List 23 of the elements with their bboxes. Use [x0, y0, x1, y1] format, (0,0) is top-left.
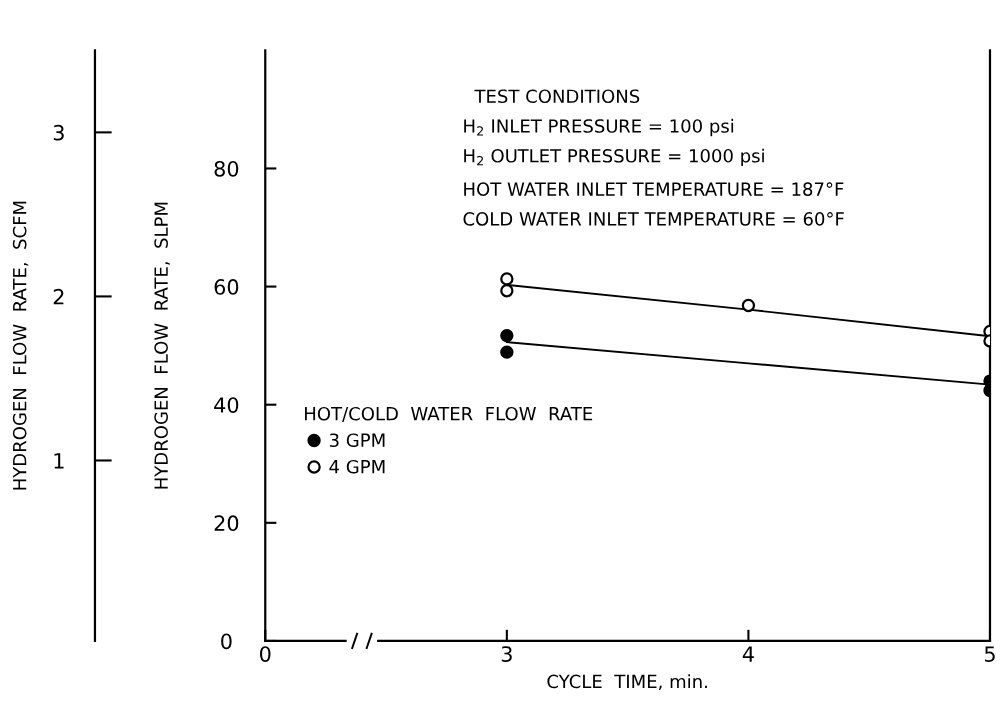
annotation: H$_{2}$ OUTLET PRESSURE = 1000 psi — [464, 148, 764, 167]
y2-tick-label: 2 — [53, 288, 64, 305]
annotation: H$_{2}$ INLET PRESSURE = 100 psi — [464, 118, 734, 137]
y-axis-title: HYDROGEN FLOW RATE, SLPM — [154, 202, 170, 489]
x-tick-label: 3 — [501, 646, 512, 662]
legend-label: 4 GPM — [329, 459, 385, 474]
y2-tick-label: 1 — [54, 453, 64, 469]
y-tick-label: 20 — [214, 515, 239, 532]
x-tick-label: 4 — [742, 646, 754, 662]
y-tick-label: 40 — [214, 397, 239, 413]
legend-title: HOT/COLD WATER FLOW RATE — [305, 406, 593, 422]
y-tick-label: 80 — [214, 160, 239, 177]
y2-axis-title: HYDROGEN FLOW RATE, SCFM — [12, 201, 29, 490]
y-tick-label: 0 — [221, 633, 232, 650]
annotation: HOT WATER INLET TEMPERATURE = 187°F — [464, 182, 844, 196]
y-tick-label: 60 — [214, 279, 239, 295]
legend-label: 3 GPM — [329, 433, 385, 448]
x-tick-label: 0 — [260, 646, 271, 662]
x-axis-title: CYCLE TIME, min. — [547, 674, 707, 691]
annotation: COLD WATER INLET TEMPERATURE = 60°F — [463, 212, 844, 226]
y2-tick-label: 3 — [53, 124, 64, 141]
annotation: TEST CONDITIONS — [474, 89, 640, 104]
x-tick-label: 5 — [984, 646, 995, 662]
